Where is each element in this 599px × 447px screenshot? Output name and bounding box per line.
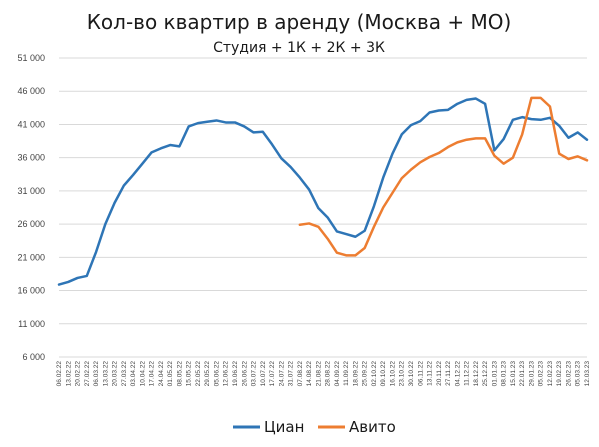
x-tick-label: 13.11.22 (427, 361, 434, 386)
x-tick-label: 01.05.22 (167, 361, 174, 387)
x-tick-label: 28.08.22 (325, 361, 332, 387)
x-tick-label: 29.05.22 (204, 361, 211, 387)
x-tick-label: 04.12.22 (454, 361, 461, 387)
y-axis-ticks: 6 000 11 000 16 000 21 000 26 000 31 000 36 00… (17, 53, 45, 362)
x-tick-label: 21.08.22 (315, 361, 322, 387)
x-tick-label: 03.04.22 (130, 361, 137, 387)
x-tick-label: 05.03.23 (575, 361, 582, 387)
x-tick-label: 26.06.22 (241, 361, 248, 387)
x-tick-label: 26.02.23 (565, 361, 572, 387)
legend-label: Авито (349, 418, 396, 436)
x-tick-label: 27.03.22 (121, 361, 128, 387)
y-tick-label: 36 000 (17, 153, 45, 163)
x-tick-label: 30.10.22 (408, 361, 415, 387)
x-tick-label: 07.08.22 (297, 361, 304, 387)
y-tick-label: 16 000 (17, 286, 45, 296)
x-tick-label: 29.01.23 (528, 361, 535, 387)
x-tick-label: 25.09.22 (362, 361, 369, 387)
series-line (57, 97, 589, 286)
chart-title: Кол-во квартир в аренду (Москва + МО) (87, 10, 512, 34)
x-tick-label: 27.02.22 (84, 361, 91, 387)
legend-label: Циан (264, 418, 304, 436)
x-tick-label: 19.02.23 (556, 361, 563, 387)
x-tick-label: 31.07.22 (288, 361, 295, 387)
y-tick-label: 41 000 (17, 119, 45, 129)
x-tick-label: 24.07.22 (278, 361, 285, 387)
chart-subtitle: Студия + 1К + 2К + 3К (213, 40, 385, 56)
x-tick-label: 06.11.22 (417, 361, 424, 386)
x-tick-label: 08.01.23 (501, 361, 508, 387)
y-tick-label: 46 000 (17, 86, 45, 96)
x-tick-label: 19.06.22 (232, 361, 239, 387)
x-tick-label: 22.01.23 (519, 361, 526, 387)
x-tick-label: 16.10.22 (389, 361, 396, 387)
x-tick-label: 04.09.22 (334, 361, 341, 387)
y-tick-label: 6 000 (22, 352, 45, 362)
x-tick-label: 18.09.22 (352, 361, 359, 387)
x-tick-label: 15.01.23 (510, 361, 517, 387)
x-tick-label: 08.05.22 (176, 361, 183, 387)
x-tick-label: 15.05.22 (186, 361, 193, 387)
x-tick-label: 05.02.23 (538, 361, 545, 387)
x-tick-label: 12.02.23 (547, 361, 554, 387)
x-tick-label: 02.10.22 (371, 361, 378, 387)
x-tick-label: 14.08.22 (306, 361, 313, 387)
x-tick-label: 13.03.22 (102, 361, 109, 387)
x-tick-label: 05.06.22 (213, 361, 220, 387)
x-tick-label: 06.02.22 (56, 361, 63, 387)
legend: Циан Авито (233, 418, 396, 436)
y-tick-label: 51 000 (17, 53, 45, 63)
series-lines (57, 96, 589, 286)
y-tick-label: 31 000 (17, 186, 45, 196)
x-tick-label: 03.07.22 (251, 361, 258, 387)
x-tick-label: 20.11.22 (436, 361, 443, 386)
x-axis-ticks: 06.02.22 13.02.22 20.02.22 27.02.22 06.03.22… (56, 361, 591, 387)
x-tick-label: 10.04.22 (139, 361, 146, 387)
x-tick-label: 20.02.22 (75, 361, 82, 387)
x-tick-label: 17.07.22 (269, 361, 276, 387)
y-tick-label: 21 000 (17, 252, 45, 262)
x-tick-label: 12.06.22 (223, 361, 230, 387)
x-tick-label: 24.04.22 (158, 361, 165, 387)
x-tick-label: 06.03.22 (93, 361, 100, 387)
x-tick-label: 09.10.22 (380, 361, 387, 387)
x-tick-label: 13.02.22 (65, 361, 72, 387)
x-tick-label: 11.12.22 (464, 361, 471, 386)
x-tick-label: 10.07.22 (260, 361, 267, 387)
y-tick-label: 26 000 (17, 219, 45, 229)
y-tick-label: 11 000 (18, 319, 45, 329)
x-tick-label: 12.03.23 (584, 361, 591, 387)
x-tick-label: 27.11.22 (445, 361, 452, 386)
x-tick-label: 23.10.22 (399, 361, 406, 387)
series-line (298, 96, 589, 257)
x-tick-label: 11.09.22 (343, 361, 350, 386)
x-tick-label: 17.04.22 (149, 361, 156, 387)
gridlines (59, 57, 587, 358)
x-tick-label: 25.12.22 (482, 361, 489, 387)
x-tick-label: 01.01.23 (491, 361, 498, 387)
x-tick-label: 20.03.22 (112, 361, 119, 387)
x-tick-label: 18.12.22 (473, 361, 480, 387)
x-tick-label: 22.05.22 (195, 361, 202, 387)
